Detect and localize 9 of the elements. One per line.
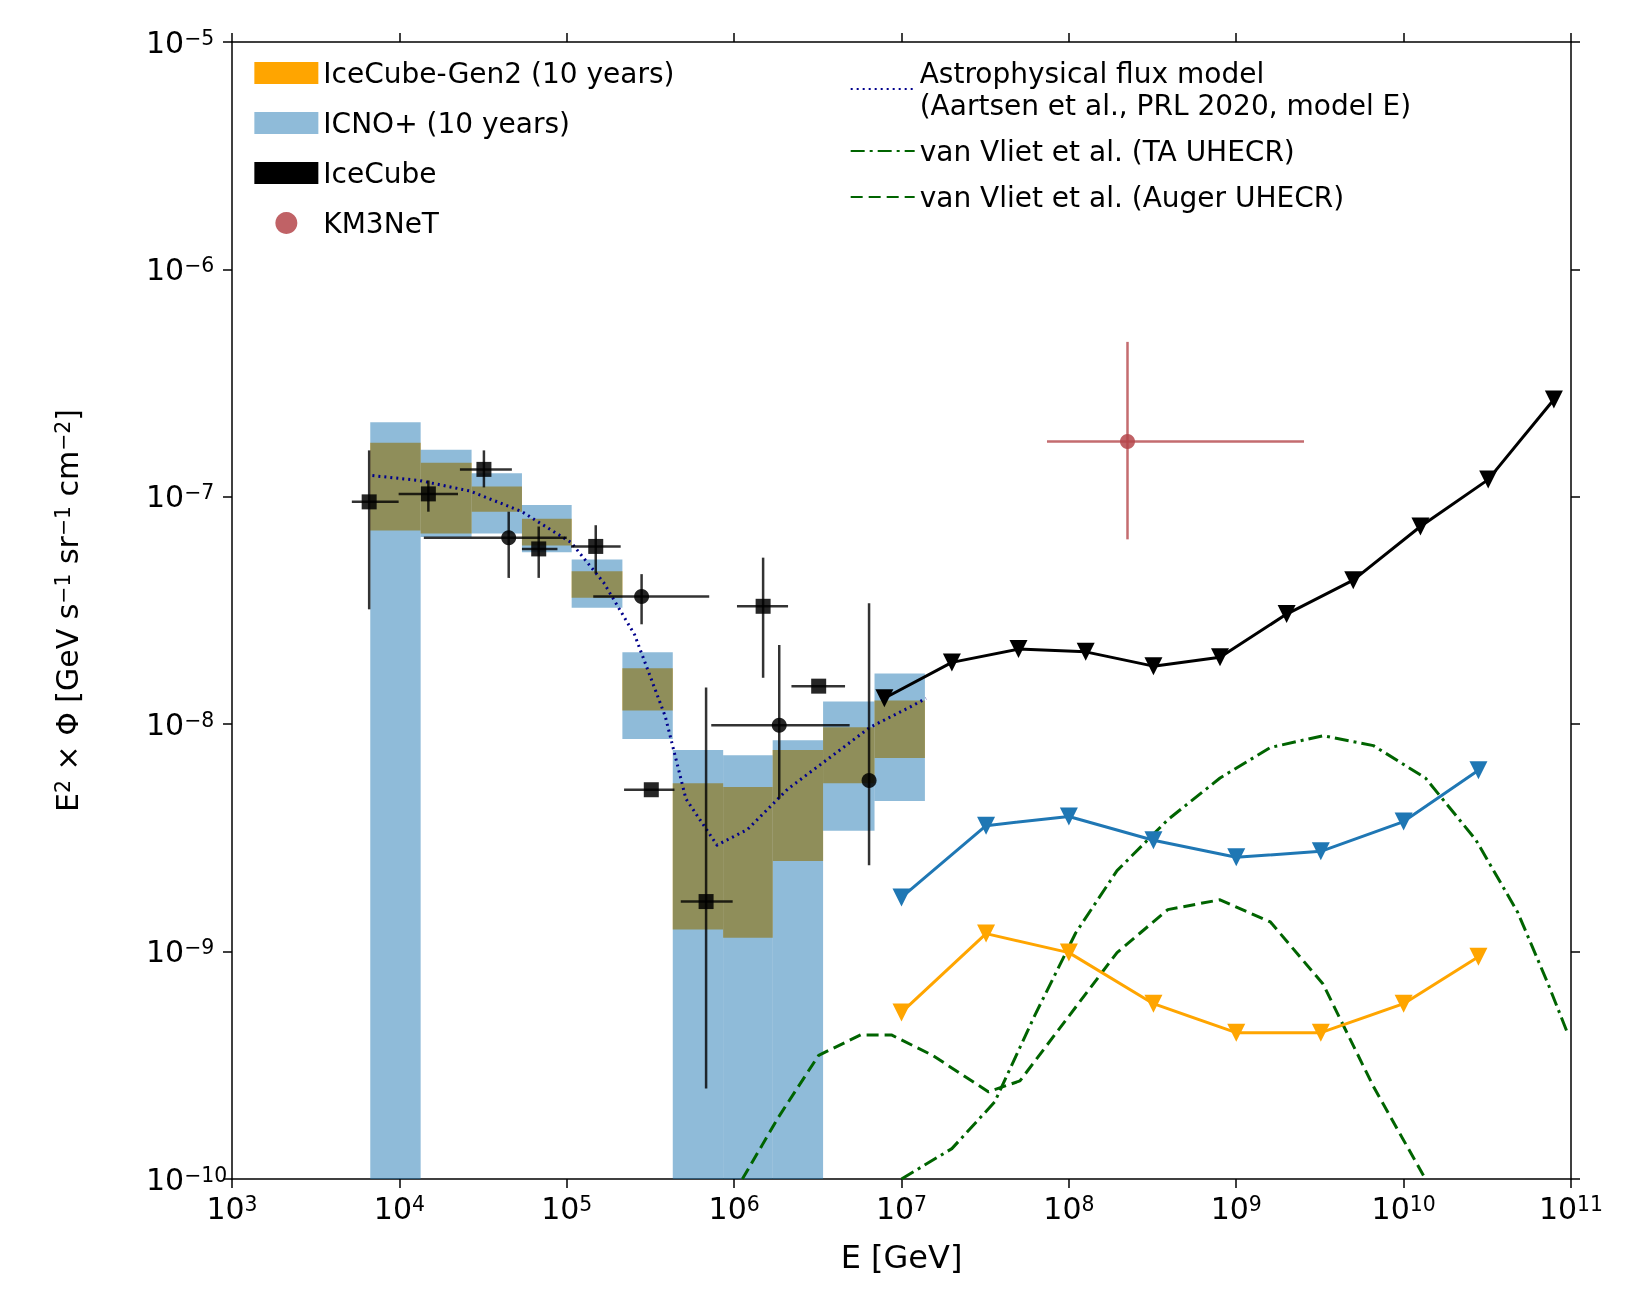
legend-label: IceCube bbox=[323, 156, 437, 190]
legend-label: ICNO+ (10 years) bbox=[323, 106, 570, 140]
legend-label: KM3NeT bbox=[323, 206, 440, 240]
legend-label: Astrophysical flux model (Aartsen et al., PRL 2020, model E) bbox=[919, 56, 1412, 122]
legend-label: IceCube-Gen2 (10 years) bbox=[323, 56, 675, 90]
text: E2 × Φ [GeV s−1 sr−1 cm−2] bbox=[49, 408, 85, 813]
x-axis-title: E [GeV] bbox=[840, 1238, 963, 1276]
legend-label: van Vliet et al. (TA UHECR) bbox=[919, 134, 1295, 168]
legend-label: van Vliet et al. (Auger UHECR) bbox=[919, 180, 1345, 214]
